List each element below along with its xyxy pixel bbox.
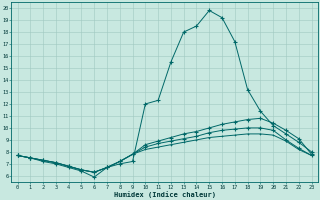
X-axis label: Humidex (Indice chaleur): Humidex (Indice chaleur) (114, 191, 215, 198)
